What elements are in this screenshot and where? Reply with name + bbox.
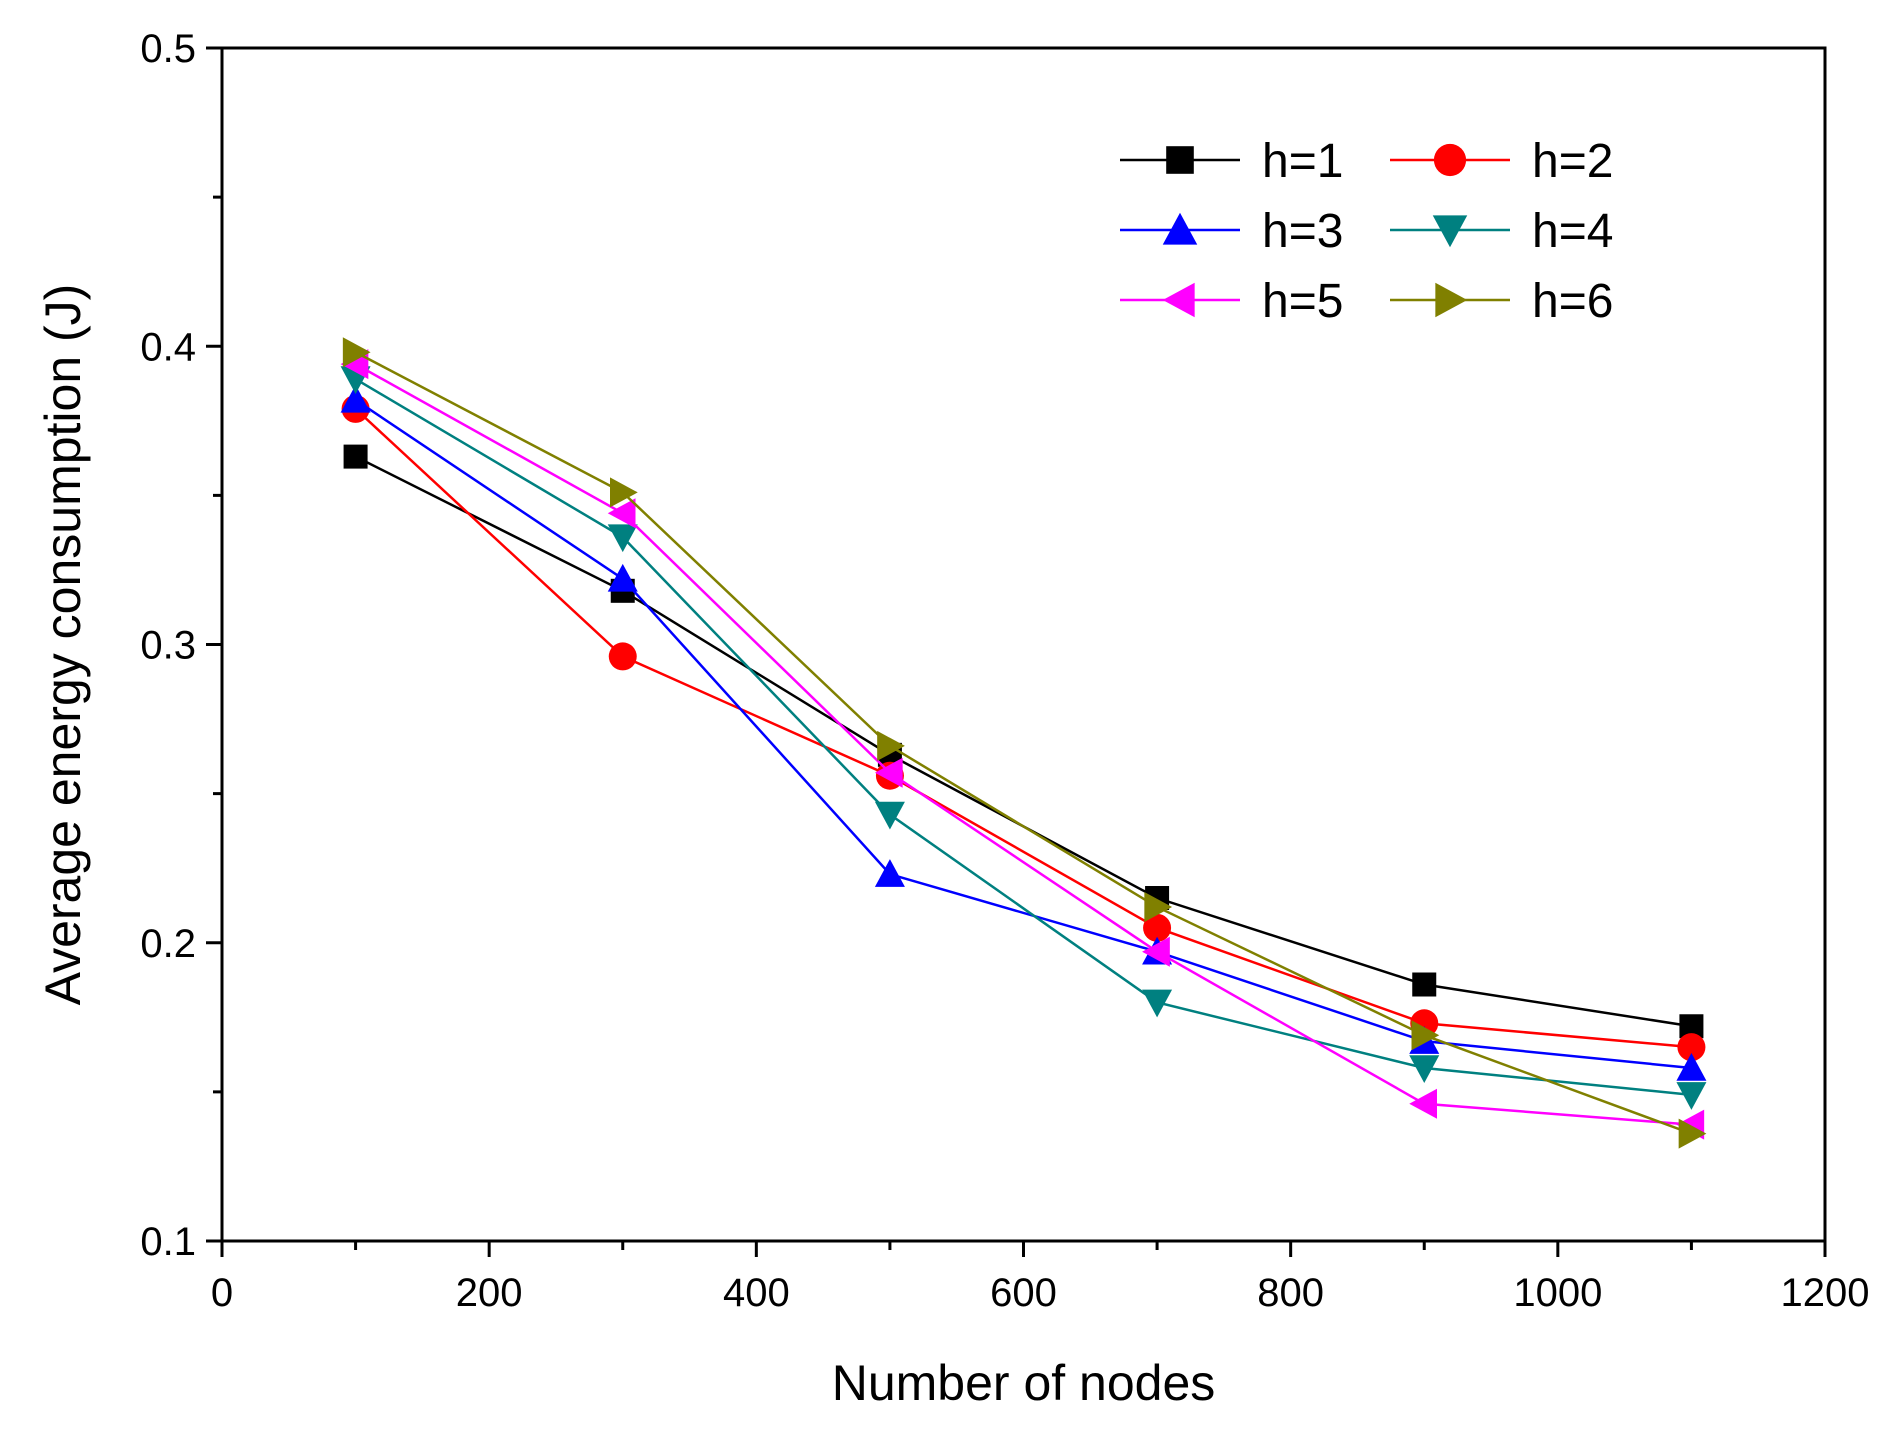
data-point <box>343 444 368 469</box>
data-point <box>608 642 637 671</box>
legend-marker <box>1435 282 1468 318</box>
series-line <box>354 363 1692 1126</box>
legend: h=1 h=2 h=3 h=4 h=5 h=6 <box>1120 135 1613 328</box>
legend-label: h=1 <box>1262 135 1343 188</box>
series-h=5 <box>340 349 1705 1140</box>
data-point <box>607 563 638 592</box>
legend-label: h=2 <box>1532 135 1613 188</box>
x-tick-label: 0 <box>211 1271 233 1315</box>
legend-marker <box>1432 215 1468 248</box>
legend-item: h=3 <box>1120 205 1343 258</box>
legend-label: h=5 <box>1262 275 1343 328</box>
data-point <box>1676 1082 1707 1110</box>
data-point <box>1677 1033 1706 1062</box>
x-tick-label: 600 <box>990 1271 1057 1315</box>
legend-item: h=5 <box>1120 275 1343 328</box>
x-tick-label: 400 <box>723 1271 790 1315</box>
axes: 0 200 400 600 800 1000 1200 0.1 0.2 0.3 0.4 0.5 <box>140 27 1869 1315</box>
series-line <box>354 407 1692 1049</box>
data-point <box>607 498 636 529</box>
data-point <box>610 477 638 508</box>
legend-item: h=4 <box>1390 205 1613 258</box>
data-point <box>607 524 638 553</box>
y-tick-label: 0.2 <box>140 922 196 966</box>
data-point <box>340 384 371 413</box>
series-h=3 <box>340 384 1707 1081</box>
y-axis-title: Average energy consumption (J) <box>35 284 91 1006</box>
series-line <box>354 377 1692 1097</box>
x-tick-label: 200 <box>456 1271 523 1315</box>
plot-series <box>340 337 1707 1149</box>
data-point <box>877 730 905 761</box>
data-point <box>1142 936 1170 967</box>
legend-item: h=2 <box>1390 135 1613 188</box>
series-line <box>355 351 1692 1135</box>
series-line <box>354 398 1692 1070</box>
data-point <box>1409 1088 1437 1119</box>
data-point <box>1142 989 1173 1018</box>
data-point <box>874 757 903 788</box>
data-point <box>1412 972 1437 997</box>
y-tick-label: 0.5 <box>140 27 196 71</box>
data-point <box>1409 1055 1440 1084</box>
legend-label: h=4 <box>1532 205 1613 258</box>
legend-label: h=6 <box>1532 275 1613 328</box>
data-point <box>342 337 371 368</box>
y-tick-label: 0.4 <box>140 325 196 369</box>
data-point <box>1143 913 1172 942</box>
y-tick-label: 0.3 <box>140 624 196 668</box>
data-point <box>874 801 905 830</box>
series-h=1 <box>343 444 1704 1039</box>
y-tick-label: 0.1 <box>140 1220 196 1264</box>
data-point <box>1411 1020 1440 1051</box>
data-point <box>1144 891 1173 922</box>
legend-item: h=6 <box>1390 275 1613 328</box>
x-axis-title: Number of nodes <box>832 1355 1216 1411</box>
legend-label: h=3 <box>1262 205 1343 258</box>
data-point <box>1676 1053 1707 1081</box>
x-tick-label: 800 <box>1257 1271 1324 1315</box>
legend-marker <box>1433 143 1467 177</box>
series-h=6 <box>342 337 1707 1149</box>
series-line <box>355 455 1692 1028</box>
legend-marker <box>1166 146 1194 174</box>
data-point <box>1678 1118 1707 1149</box>
series-h=2 <box>341 394 1706 1062</box>
legend-marker <box>1162 212 1198 245</box>
x-tick-label: 1200 <box>1781 1271 1870 1315</box>
series-h=4 <box>340 366 1707 1110</box>
data-point <box>874 859 905 887</box>
legend-marker <box>1162 282 1195 318</box>
legend-item: h=1 <box>1120 135 1343 188</box>
x-tick-label: 1000 <box>1513 1271 1602 1315</box>
